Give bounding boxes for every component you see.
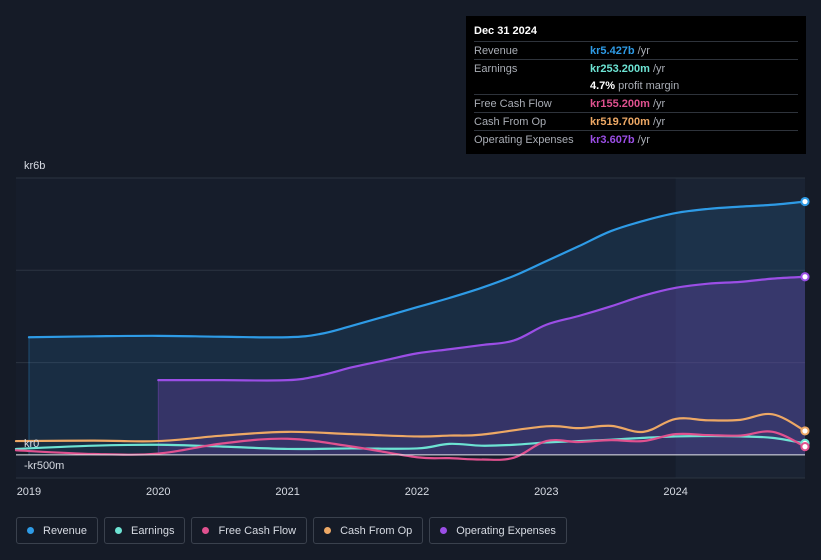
tooltip-unit: profit margin — [618, 79, 680, 92]
plot-background — [16, 178, 805, 478]
tooltip-row-earnings: Earnings kr253.200m /yr — [474, 59, 798, 77]
tooltip-value: kr253.200m — [590, 62, 650, 75]
x-tick-label: 2021 — [275, 486, 299, 498]
tooltip-unit: /yr — [652, 97, 666, 110]
legend-item-free-cash-flow[interactable]: Free Cash Flow — [191, 517, 308, 544]
tooltip-label: Operating Expenses — [474, 133, 574, 146]
legend-dot-icon — [115, 527, 123, 534]
revenue-area — [28, 201, 805, 455]
legend-label: Cash From Op — [340, 524, 413, 537]
tooltip-value: kr155.200m — [590, 97, 650, 110]
revenue-line — [27, 200, 807, 339]
legend-item-earnings[interactable]: Earnings — [104, 517, 186, 544]
legend-label: Revenue — [43, 524, 88, 537]
revenue-end-point — [800, 196, 810, 207]
tooltip-label: Free Cash Flow — [474, 97, 552, 110]
legend-dot-icon — [324, 527, 332, 534]
tooltip-label: Cash From Op — [474, 115, 547, 128]
legend-label: Earnings — [131, 524, 175, 537]
tooltip-unit: /yr — [637, 44, 650, 57]
legend-label: Free Cash Flow — [218, 524, 297, 537]
tooltip-date: Dec 31 2024 — [474, 25, 537, 37]
tooltip-value: 4.7% — [590, 79, 616, 92]
cash-from-op-line — [14, 412, 807, 443]
tooltip-value: kr519.700m — [590, 115, 650, 128]
legend-label: Operating Expenses — [456, 524, 556, 537]
legend-dot-icon — [202, 527, 210, 534]
tooltip-value: kr3.607b — [590, 133, 635, 146]
tooltip-unit: /yr — [637, 133, 650, 146]
legend-item-operating-expenses[interactable]: Operating Expenses — [429, 517, 567, 544]
highlight-region — [675, 178, 805, 478]
tooltip-row-free-cash-flow: Free Cash Flow kr155.200m /yr — [474, 94, 798, 112]
free-cash-flow-end-point — [800, 442, 810, 452]
y-tick-label: kr6b — [24, 160, 45, 172]
free-cash-flow-line — [14, 430, 807, 461]
legend-dot-icon — [440, 527, 448, 534]
operating-expenses-line — [157, 275, 807, 382]
tooltip-value: kr5.427b — [590, 44, 635, 57]
operating-expenses-area — [158, 276, 805, 455]
tooltip-row-revenue: Revenue kr5.427b /yr — [474, 41, 798, 59]
tooltip-row-cash-from-op: Cash From Op kr519.700m /yr — [474, 112, 798, 130]
operating-expenses-end-point — [800, 272, 810, 282]
x-tick-label: 2022 — [405, 486, 429, 498]
legend-dot-icon — [27, 527, 34, 534]
y-tick-label: kr0 — [24, 438, 39, 450]
x-tick-label: 2020 — [146, 486, 170, 498]
tooltip-row-operating-expenses: Operating Expenses kr3.607b /yr — [474, 130, 798, 148]
y-tick-label: -kr500m — [24, 460, 64, 472]
legend-item-revenue[interactable]: Revenue — [16, 517, 99, 544]
data-tooltip: Dec 31 2024 Revenue kr5.427b /yr Earning… — [466, 16, 806, 154]
tooltip-unit: /yr — [652, 115, 666, 128]
x-tick-label: 2019 — [17, 486, 41, 498]
cash-from-op-end-point — [800, 426, 810, 436]
tooltip-label: Revenue — [474, 44, 519, 57]
tooltip-row-profit-margin: 4.7% profit margin — [474, 77, 798, 94]
x-tick-label: 2024 — [663, 486, 687, 498]
tooltip-label: Earnings — [474, 62, 518, 75]
legend-item-cash-from-op[interactable]: Cash From Op — [313, 517, 424, 544]
x-tick-label: 2023 — [534, 486, 558, 498]
tooltip-unit: /yr — [652, 62, 666, 75]
chart-legend: Revenue Earnings Free Cash Flow Cash Fro… — [16, 517, 567, 544]
